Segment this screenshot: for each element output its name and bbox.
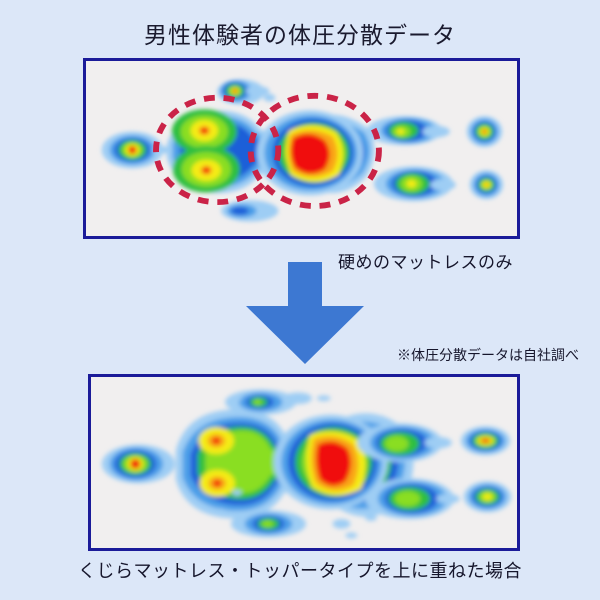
down-arrow-icon bbox=[246, 262, 364, 364]
heatmap-panel-with-topper bbox=[88, 374, 520, 551]
source-note: ※体圧分散データは自社調べ bbox=[397, 349, 579, 364]
caption-firm-mattress-only: 硬めのマットレスのみ bbox=[338, 253, 513, 272]
heatmap-panel-firm-mattress-only bbox=[83, 58, 520, 239]
heatmap-image-firm-mattress-only bbox=[86, 61, 517, 236]
caption-with-topper: くじらマットレス・トッパータイプを上に重ねた場合 bbox=[78, 561, 522, 581]
page-title: 男性体験者の体圧分散データ bbox=[144, 23, 456, 48]
heatmap-image-with-topper bbox=[91, 377, 517, 548]
pressure-concentration-annotation bbox=[153, 92, 382, 209]
